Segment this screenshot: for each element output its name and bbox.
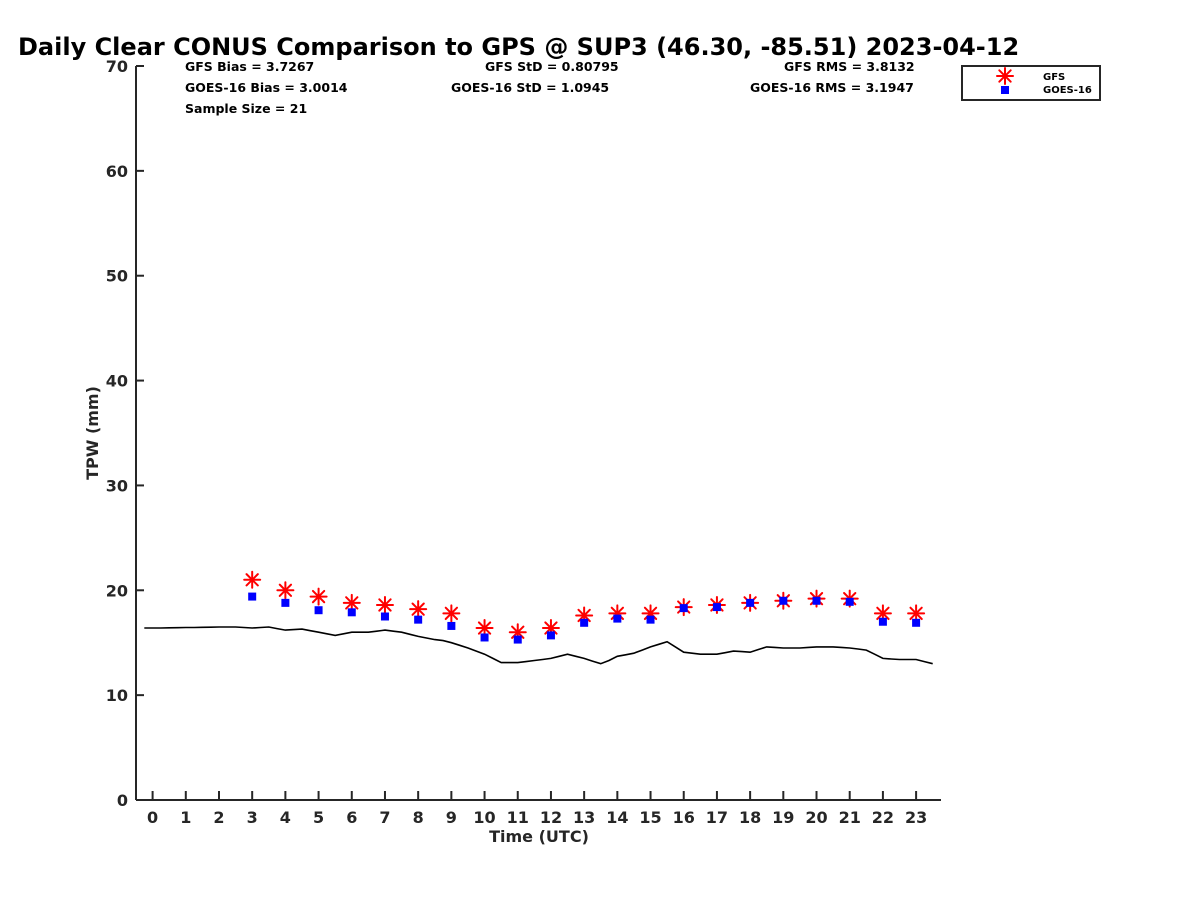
legend-gfs-label: GFS bbox=[1043, 72, 1065, 83]
gfs-point bbox=[342, 593, 361, 612]
stat-goes-rms: GOES-16 RMS = 3.1947 bbox=[750, 80, 914, 95]
y-tick-label: 40 bbox=[106, 372, 128, 391]
goes-16-point bbox=[878, 617, 887, 626]
legend-goes-marker bbox=[1001, 86, 1009, 94]
goes-16-point bbox=[646, 615, 655, 624]
gfs-point bbox=[409, 600, 428, 619]
stat-sample-size: Sample Size = 21 bbox=[185, 101, 307, 116]
x-tick-label: 21 bbox=[839, 808, 861, 827]
x-tick-label: 20 bbox=[805, 808, 827, 827]
legend-gfs-marker bbox=[996, 67, 1014, 85]
x-tick-label: 4 bbox=[280, 808, 291, 827]
x-tick-label: 7 bbox=[379, 808, 390, 827]
stat-gfs-rms: GFS RMS = 3.8132 bbox=[784, 59, 915, 74]
goes-16-point bbox=[281, 598, 290, 607]
goes-16-point bbox=[546, 631, 555, 640]
gfs-point bbox=[442, 604, 461, 623]
gfs-point bbox=[375, 595, 394, 614]
x-tick-label: 9 bbox=[446, 808, 457, 827]
goes-16-point bbox=[447, 621, 456, 630]
goes-16-point bbox=[613, 614, 622, 623]
x-tick-label: 11 bbox=[507, 808, 529, 827]
stat-gfs-std: GFS StD = 0.80795 bbox=[485, 59, 619, 74]
goes-16-point bbox=[480, 633, 489, 642]
x-tick-label: 22 bbox=[872, 808, 894, 827]
goes-16-point bbox=[912, 618, 921, 627]
y-tick-label: 50 bbox=[106, 267, 128, 286]
gfs-point bbox=[243, 570, 262, 589]
x-tick-label: 19 bbox=[772, 808, 794, 827]
goes-16-point bbox=[380, 612, 389, 621]
goes-16-point bbox=[845, 597, 854, 606]
gps-line bbox=[144, 626, 933, 665]
gps-layer bbox=[144, 626, 933, 665]
x-tick-label: 17 bbox=[706, 808, 728, 827]
x-tick-label: 5 bbox=[313, 808, 324, 827]
x-tick-label: 14 bbox=[606, 808, 628, 827]
x-tick-label: 15 bbox=[639, 808, 661, 827]
x-tick-label: 13 bbox=[573, 808, 595, 827]
y-tick-label: 20 bbox=[106, 581, 128, 600]
marks-layer bbox=[243, 570, 926, 644]
y-tick-label: 60 bbox=[106, 162, 128, 181]
legend-box bbox=[961, 65, 1101, 101]
gfs-point bbox=[475, 619, 494, 638]
stat-gfs-bias: GFS Bias = 3.7267 bbox=[185, 59, 314, 74]
x-tick-label: 3 bbox=[247, 808, 258, 827]
goes-16-point bbox=[712, 603, 721, 612]
y-axis-label: TPW (mm) bbox=[83, 386, 102, 480]
stat-goes-bias: GOES-16 Bias = 3.0014 bbox=[185, 80, 348, 95]
x-tick-label: 18 bbox=[739, 808, 761, 827]
x-tick-label: 16 bbox=[673, 808, 695, 827]
x-tick-label: 1 bbox=[180, 808, 191, 827]
legend: GFS GOES-16 bbox=[961, 65, 1101, 101]
goes-16-point bbox=[314, 606, 323, 615]
x-tick-label: 12 bbox=[540, 808, 562, 827]
gfs-point bbox=[907, 604, 926, 623]
goes-16-point bbox=[414, 615, 423, 624]
x-axis-label: Time (UTC) bbox=[489, 827, 589, 846]
x-tick-label: 23 bbox=[905, 808, 927, 827]
x-tick-label: 10 bbox=[473, 808, 495, 827]
y-tick-label: 10 bbox=[106, 686, 128, 705]
x-tick-label: 0 bbox=[147, 808, 158, 827]
goes-16-point bbox=[347, 608, 356, 617]
goes-16-point bbox=[248, 592, 257, 601]
gfs-point bbox=[276, 581, 295, 600]
goes-16-point bbox=[812, 596, 821, 605]
goes-16-point bbox=[513, 635, 522, 644]
y-tick-label: 0 bbox=[117, 791, 128, 810]
x-tick-label: 2 bbox=[213, 808, 224, 827]
x-tick-label: 8 bbox=[413, 808, 424, 827]
y-tick-label: 30 bbox=[106, 476, 128, 495]
legend-goes-label: GOES-16 bbox=[1043, 85, 1092, 96]
y-tick-label: 70 bbox=[106, 57, 128, 76]
x-tick-label: 6 bbox=[346, 808, 357, 827]
gfs-point bbox=[309, 587, 328, 606]
goes-16-point bbox=[746, 598, 755, 607]
goes-16-point bbox=[679, 604, 688, 613]
chart-title: Daily Clear CONUS Comparison to GPS @ SU… bbox=[18, 33, 1019, 61]
goes-16-point bbox=[580, 618, 589, 627]
stat-goes-std: GOES-16 StD = 1.0945 bbox=[451, 80, 609, 95]
goes-16-point bbox=[779, 596, 788, 605]
